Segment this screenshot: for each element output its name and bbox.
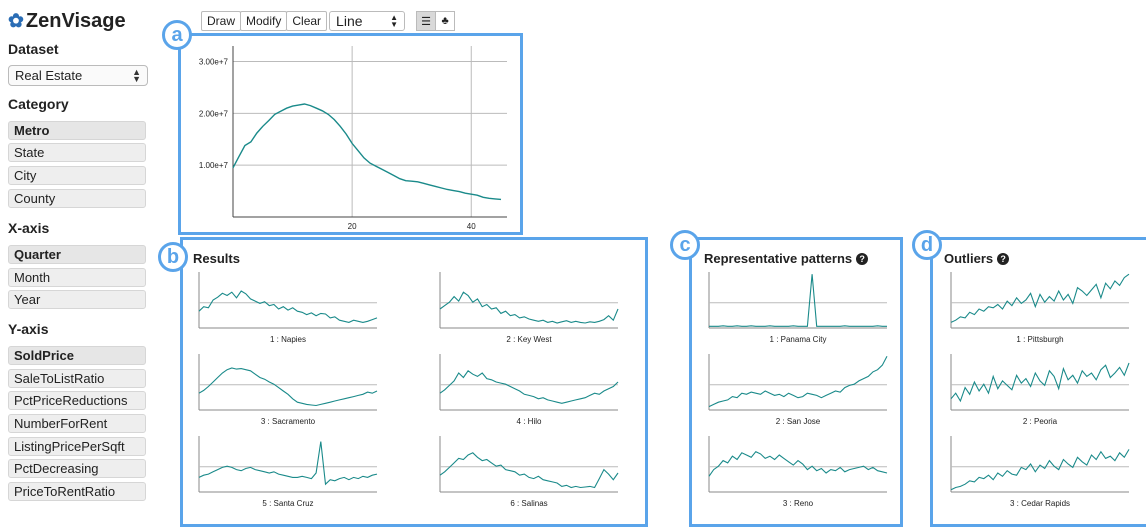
mini-series-line xyxy=(439,370,619,404)
mini-chart-label: 1 : Panama City xyxy=(770,335,827,344)
mini-chart-label: 6 : Salinas xyxy=(510,499,547,508)
xaxis-title: X-axis xyxy=(8,220,50,236)
mini-series-line xyxy=(708,355,888,408)
mini-series-line xyxy=(439,452,619,489)
yaxis-item-pctdecreasing[interactable]: PctDecreasing xyxy=(8,459,146,478)
mini-chart-label: 2 : Key West xyxy=(506,335,552,344)
y-tick-label: 1.00e+7 xyxy=(199,161,229,170)
app-brand: ✿ ZenVisage xyxy=(8,10,126,33)
representative-item[interactable]: 2 : San Jose xyxy=(708,354,888,426)
category-item-city[interactable]: City xyxy=(8,166,146,185)
yaxis-item-pricetorentratio[interactable]: PriceToRentRatio xyxy=(8,482,146,501)
y-tick-label: 3.00e+7 xyxy=(199,58,229,67)
yaxis-item-numberforrent[interactable]: NumberForRent xyxy=(8,414,146,433)
app-title: ZenVisage xyxy=(25,10,126,32)
mini-series-line xyxy=(198,367,378,407)
category-item-county[interactable]: County xyxy=(8,189,146,208)
outliers-title-text: Outliers xyxy=(944,251,994,266)
select-arrows-icon: ▲ ▼ xyxy=(390,13,399,29)
representative-item[interactable]: 1 : Panama City xyxy=(708,272,887,344)
sketch-panel[interactable] xyxy=(178,33,523,235)
result-item[interactable]: 3 : Sacramento xyxy=(198,354,378,426)
mini-series-line xyxy=(198,290,378,323)
sketch-series-line[interactable] xyxy=(232,103,502,201)
marker-b: b xyxy=(158,242,188,272)
gear-icon: ✿ xyxy=(8,11,24,32)
dataset-select[interactable]: Real Estate ▲ ▼ xyxy=(8,65,148,86)
chart-type-value: Line xyxy=(336,13,363,29)
yaxis-item-listingpricepersqft[interactable]: ListingPricePerSqft xyxy=(8,437,146,456)
x-tick-label: 20 xyxy=(348,222,357,231)
mini-series-line xyxy=(439,291,619,324)
mini-series-line xyxy=(950,449,1130,491)
x-tick-label: 40 xyxy=(467,222,476,231)
sidebar: ✿ ZenVisage Dataset Real Estate ▲ ▼ Categ… xyxy=(0,0,150,514)
representative-item[interactable]: 3 : Reno xyxy=(708,436,888,508)
category-item-state[interactable]: State xyxy=(8,143,146,162)
sketch-chart[interactable]: 1.00e+7 2.00e+7 3.00e+7 20 40 xyxy=(181,36,520,232)
category-title: Category xyxy=(8,96,69,112)
select-arrows-icon: ▲ ▼ xyxy=(132,66,141,84)
outliers-title: Outliers ? xyxy=(944,251,1010,266)
yaxis-item-soldprice[interactable]: SoldPrice xyxy=(8,346,146,365)
modify-button[interactable]: Modify xyxy=(240,11,288,31)
results-chart-grid: 1 : Napies 2 : Key West 3 : Sacramento 4 : … xyxy=(198,272,619,508)
outlier-item[interactable]: 2 : Peoria xyxy=(950,354,1130,426)
tree-icon[interactable]: ♣ xyxy=(435,11,456,31)
result-item[interactable]: 5 : Santa Cruz xyxy=(198,436,378,508)
outlier-item[interactable]: 3 : Cedar Rapids xyxy=(950,436,1130,508)
results-title: Results xyxy=(193,251,240,266)
mini-chart-label: 3 : Reno xyxy=(783,499,814,508)
result-item[interactable]: 4 : Hilo xyxy=(439,354,619,426)
yaxis-title: Y-axis xyxy=(8,321,49,337)
result-item[interactable]: 6 : Salinas xyxy=(439,436,619,508)
mini-chart-label: 2 : Peoria xyxy=(1023,417,1058,426)
result-item[interactable]: 2 : Key West xyxy=(439,272,619,344)
dataset-select-value: Real Estate xyxy=(15,68,83,83)
representative-title: Representative patterns ? xyxy=(704,251,869,266)
mini-chart-label: 3 : Sacramento xyxy=(261,417,316,426)
representative-title-text: Representative patterns xyxy=(704,251,853,266)
mini-series-line xyxy=(708,451,888,477)
toolbar: Draw Modify Clear Line ▲ ▼ ☰ ♣ xyxy=(201,11,456,31)
xaxis-item-month[interactable]: Month xyxy=(8,268,146,287)
mini-chart-label: 3 : Cedar Rapids xyxy=(1010,499,1070,508)
outlier-item[interactable]: 1 : Pittsburgh xyxy=(950,272,1130,344)
mini-chart-label: 1 : Pittsburgh xyxy=(1016,335,1063,344)
mini-chart-label: 2 : San Jose xyxy=(776,417,821,426)
marker-c: c xyxy=(670,230,700,260)
outliers-chart-grid: 1 : Pittsburgh 2 : Peoria 3 : Cedar Rapids xyxy=(950,272,1130,508)
dataset-title: Dataset xyxy=(8,41,59,57)
y-tick-label: 2.00e+7 xyxy=(199,109,229,118)
yaxis-item-saletolistratio[interactable]: SaleToListRatio xyxy=(8,369,146,388)
draw-button[interactable]: Draw xyxy=(201,11,242,31)
yaxis-item-pctpricereductions[interactable]: PctPriceReductions xyxy=(8,391,146,410)
xaxis-item-quarter[interactable]: Quarter xyxy=(8,245,146,264)
mini-chart-label: 5 : Santa Cruz xyxy=(262,499,313,508)
category-item-metro[interactable]: Metro xyxy=(8,121,146,140)
mini-series-line xyxy=(950,362,1130,403)
mini-series-line xyxy=(709,274,887,327)
representative-chart-grid: 1 : Panama City 2 : San Jose 3 : Reno xyxy=(708,272,888,508)
marker-a: a xyxy=(162,20,192,50)
clear-button[interactable]: Clear xyxy=(286,11,328,31)
mini-chart-label: 4 : Hilo xyxy=(517,417,542,426)
question-circle-icon[interactable]: ? xyxy=(856,252,869,265)
list-icon[interactable]: ☰ xyxy=(416,11,437,31)
mini-series-line xyxy=(950,273,1130,323)
mini-series-line xyxy=(198,441,378,486)
mini-chart-label: 1 : Napies xyxy=(270,335,306,344)
xaxis-item-year[interactable]: Year xyxy=(8,290,146,309)
chart-type-select[interactable]: Line ▲ ▼ xyxy=(329,11,406,31)
result-item[interactable]: 1 : Napies xyxy=(198,272,378,344)
question-circle-icon[interactable]: ? xyxy=(997,252,1010,265)
marker-d: d xyxy=(912,230,942,260)
results-title-text: Results xyxy=(193,251,240,266)
